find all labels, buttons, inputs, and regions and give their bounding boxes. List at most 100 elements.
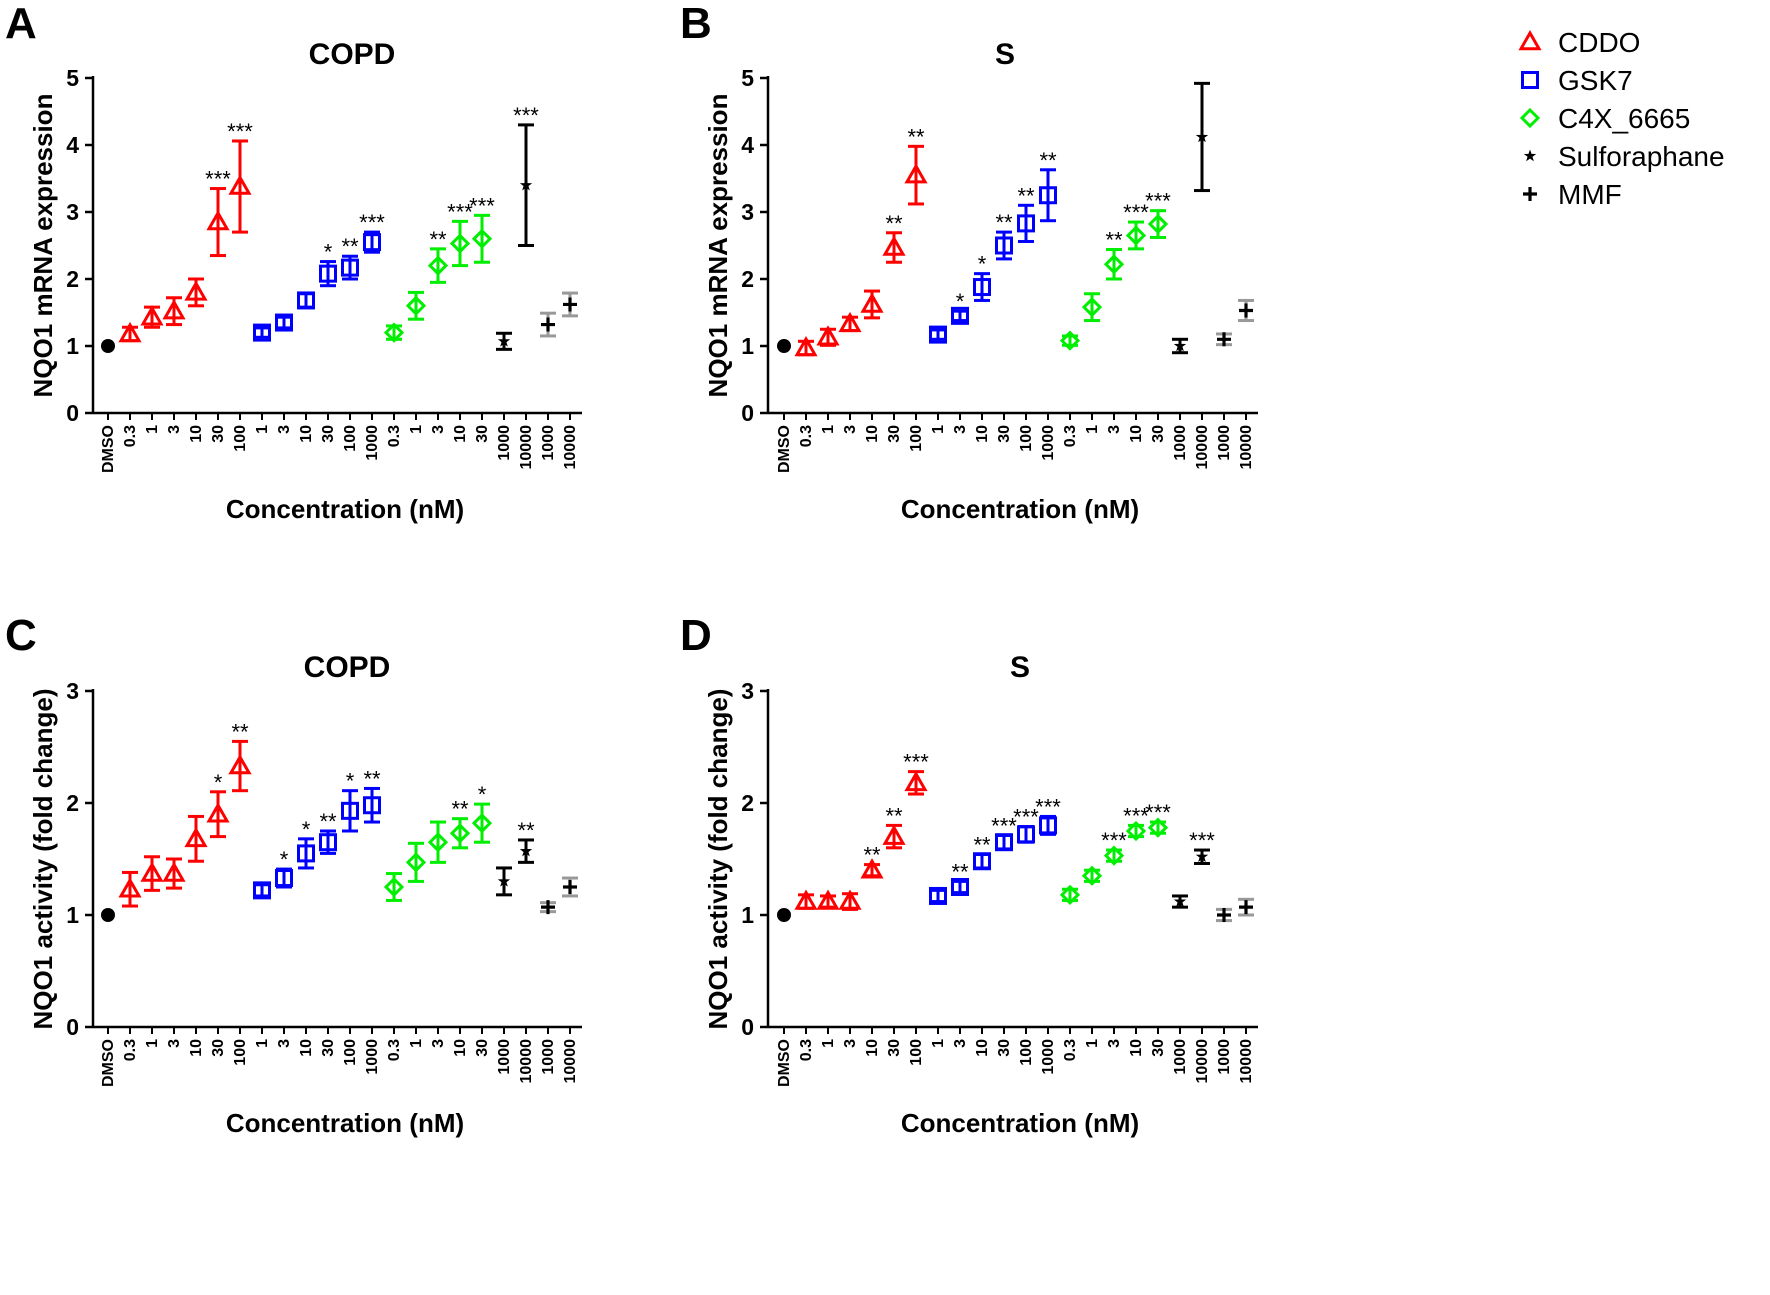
data-point-cddo: * bbox=[206, 770, 230, 839]
data-point-cddo bbox=[118, 321, 142, 343]
data-point-gsk7 bbox=[253, 323, 271, 342]
data-point-gsk7: ** bbox=[951, 859, 969, 896]
marker-triangle bbox=[140, 305, 164, 326]
data-point-dmso bbox=[101, 339, 115, 353]
significance-label: *** bbox=[1189, 828, 1215, 853]
data-point-cddo bbox=[140, 305, 164, 329]
marker-plus bbox=[1239, 303, 1253, 318]
marker-diamond bbox=[1059, 884, 1081, 905]
data-point-gsk7: ** bbox=[341, 234, 359, 281]
x-tick-label: 3 bbox=[842, 425, 859, 434]
legend-item-mmf: MMF bbox=[1523, 179, 1622, 210]
data-point-gsk7 bbox=[275, 313, 293, 332]
marker-square bbox=[973, 278, 991, 297]
x-tick-label: 0.3 bbox=[1062, 1039, 1079, 1061]
x-tick-label: 10 bbox=[188, 425, 205, 443]
marker-diamond bbox=[405, 852, 427, 873]
panel-title: S bbox=[1010, 651, 1030, 684]
significance-label: ** bbox=[951, 859, 969, 884]
y-tick-label: 3 bbox=[741, 199, 754, 225]
legend-marker-diamond bbox=[1519, 107, 1541, 129]
x-tick-label: 10 bbox=[974, 425, 991, 443]
marker-square bbox=[275, 869, 293, 888]
significance-label: ** bbox=[429, 227, 447, 252]
data-point-gsk7: * bbox=[275, 847, 293, 889]
marker-square bbox=[319, 833, 337, 852]
legend-label: MMF bbox=[1558, 179, 1622, 210]
marker-square bbox=[1017, 214, 1035, 233]
marker-star bbox=[1195, 130, 1209, 143]
x-tick-label: 10 bbox=[298, 425, 315, 443]
significance-label: ** bbox=[341, 234, 359, 259]
x-tick-label: 10000 bbox=[518, 425, 535, 470]
x-tick-label: 1 bbox=[930, 425, 947, 434]
x-tick-label: 10 bbox=[1128, 425, 1145, 443]
panel-title: COPD bbox=[309, 38, 396, 71]
data-point-mmf bbox=[1238, 897, 1254, 917]
x-tick-label: 0.3 bbox=[1062, 425, 1079, 447]
significance-label: * bbox=[956, 289, 965, 314]
data-point-c4x_6665 bbox=[383, 322, 405, 343]
significance-label: *** bbox=[513, 103, 539, 128]
data-point-c4x_6665 bbox=[1059, 330, 1081, 351]
marker-triangle bbox=[882, 824, 906, 845]
data-point-cddo: ** bbox=[882, 211, 906, 264]
x-tick-label: 10 bbox=[864, 425, 881, 443]
x-tick-label: 30 bbox=[210, 425, 227, 443]
marker-star bbox=[1173, 339, 1187, 352]
data-point-c4x_6665: *** bbox=[1123, 200, 1149, 251]
data-point-cddo bbox=[860, 289, 884, 320]
legend-item-sulforaphane: Sulforaphane bbox=[1523, 141, 1725, 172]
significance-label: ** bbox=[907, 124, 925, 149]
data-point-sulforaphane bbox=[1194, 81, 1210, 193]
marker-star bbox=[519, 844, 533, 857]
marker-triangle bbox=[816, 325, 840, 346]
y-tick-label: 2 bbox=[66, 790, 79, 816]
data-point-gsk7 bbox=[929, 886, 947, 905]
marker-dot bbox=[777, 908, 791, 922]
x-axis-label: Concentration (nM) bbox=[226, 494, 464, 524]
x-tick-label: 10000 bbox=[562, 425, 579, 470]
data-point-mmf bbox=[1216, 332, 1232, 347]
significance-label: * bbox=[978, 252, 987, 277]
marker-star bbox=[497, 334, 511, 347]
marker-triangle bbox=[904, 163, 928, 184]
marker-triangle bbox=[882, 235, 906, 256]
marker-dot bbox=[777, 339, 791, 353]
x-tick-label: 10000 bbox=[518, 1039, 535, 1084]
marker-square bbox=[951, 306, 969, 325]
x-tick-label: DMSO bbox=[776, 425, 793, 473]
marker-diamond bbox=[427, 255, 449, 276]
significance-label: ** bbox=[973, 833, 991, 858]
x-tick-label: 0.3 bbox=[122, 425, 139, 447]
significance-label: ** bbox=[863, 843, 881, 868]
panel-b: B S NQO1 mRNA expression Concentration (nM)… bbox=[680, 0, 1258, 524]
data-point-mmf bbox=[540, 900, 556, 915]
significance-label: ** bbox=[1017, 183, 1035, 208]
legend-item-gsk7: GSK7 bbox=[1521, 65, 1633, 96]
data-point-c4x_6665: *** bbox=[1145, 800, 1171, 838]
data-point-sulforaphane: *** bbox=[1189, 828, 1215, 865]
x-tick-label: 1 bbox=[144, 1039, 161, 1048]
data-point-c4x_6665: ** bbox=[1103, 228, 1125, 281]
marker-plus bbox=[541, 317, 555, 332]
x-tick-label: 30 bbox=[1150, 425, 1167, 443]
data-point-mmf bbox=[1216, 907, 1232, 923]
y-tick-label: 4 bbox=[66, 132, 79, 158]
data-point-c4x_6665 bbox=[1081, 292, 1103, 323]
significance-label: * bbox=[280, 847, 289, 872]
data-point-cddo bbox=[118, 870, 142, 908]
marker-triangle bbox=[184, 280, 208, 301]
x-axis-label: Concentration (nM) bbox=[901, 494, 1139, 524]
marker-diamond bbox=[1081, 865, 1103, 886]
x-tick-label: 3 bbox=[952, 425, 969, 434]
x-tick-label: 30 bbox=[996, 425, 1013, 443]
x-tick-label: 1 bbox=[254, 1039, 271, 1048]
data-point-mmf bbox=[562, 291, 578, 318]
panel-letter: C bbox=[5, 611, 37, 660]
marker-diamond bbox=[1147, 817, 1169, 838]
marker-diamond bbox=[471, 228, 493, 249]
data-point-c4x_6665: * bbox=[471, 782, 493, 844]
x-tick-label: 30 bbox=[320, 425, 337, 443]
x-tick-label: 3 bbox=[166, 425, 183, 434]
